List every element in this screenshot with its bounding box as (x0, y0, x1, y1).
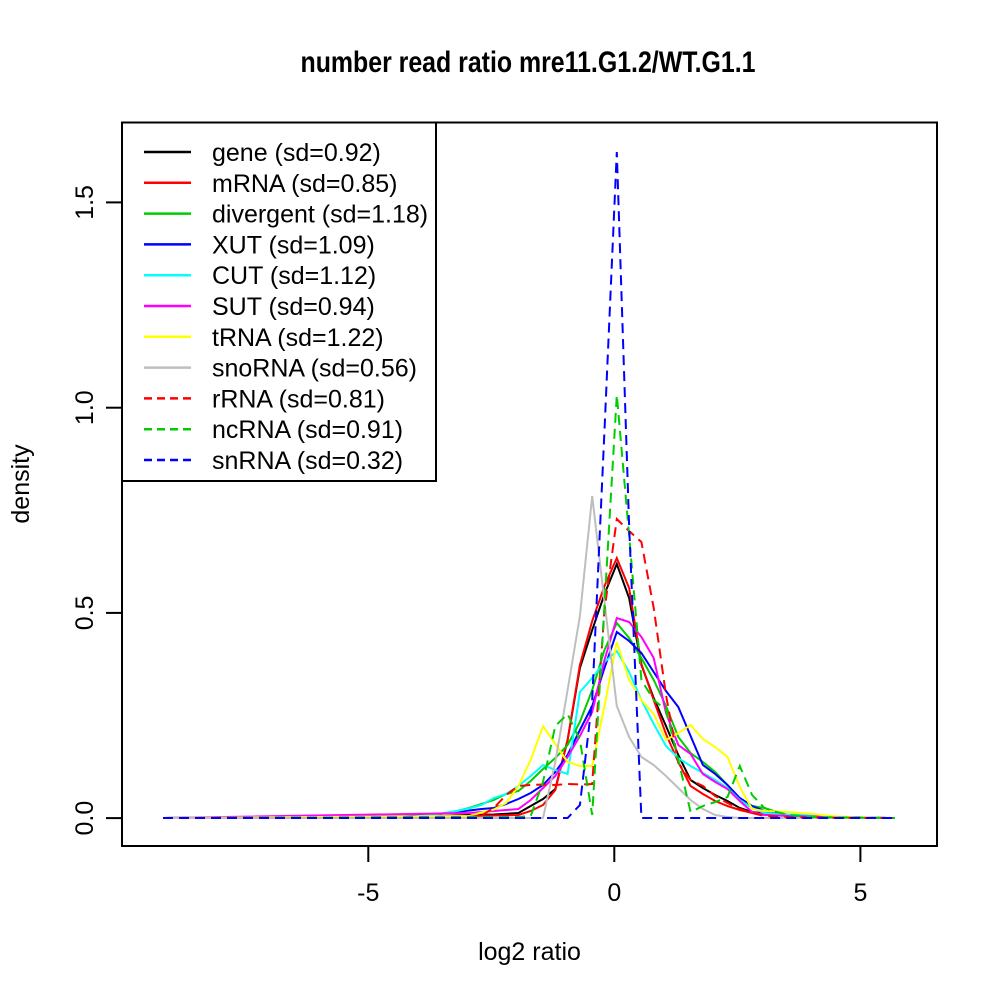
svg-text:rRNA (sd=0.81): rRNA (sd=0.81) (212, 385, 385, 413)
svg-text:tRNA (sd=1.22): tRNA (sd=1.22) (212, 324, 384, 352)
svg-text:5: 5 (853, 879, 867, 907)
svg-text:-5: -5 (357, 879, 379, 907)
svg-text:ncRNA (sd=0.91): ncRNA (sd=0.91) (212, 416, 403, 444)
svg-text:density: density (7, 444, 35, 524)
svg-text:divergent (sd=1.18): divergent (sd=1.18) (212, 201, 428, 229)
svg-text:1.5: 1.5 (71, 185, 99, 220)
svg-text:log2 ratio: log2 ratio (478, 938, 581, 966)
svg-text:0.0: 0.0 (71, 801, 99, 836)
svg-text:0.5: 0.5 (71, 596, 99, 631)
svg-text:0: 0 (607, 879, 621, 907)
svg-text:XUT (sd=1.09): XUT (sd=1.09) (212, 231, 375, 259)
svg-text:1.0: 1.0 (71, 390, 99, 425)
svg-text:snRNA (sd=0.32): snRNA (sd=0.32) (212, 447, 403, 475)
svg-text:mRNA (sd=0.85): mRNA (sd=0.85) (212, 170, 398, 198)
svg-text:CUT (sd=1.12): CUT (sd=1.12) (212, 262, 376, 290)
svg-text:snoRNA (sd=0.56): snoRNA (sd=0.56) (212, 355, 417, 383)
svg-text:gene (sd=0.92): gene (sd=0.92) (212, 139, 381, 167)
svg-text:SUT (sd=0.94): SUT (sd=0.94) (212, 293, 375, 321)
svg-text:number read ratio mre11.G1.2/W: number read ratio mre11.G1.2/WT.G1.1 (301, 46, 756, 79)
